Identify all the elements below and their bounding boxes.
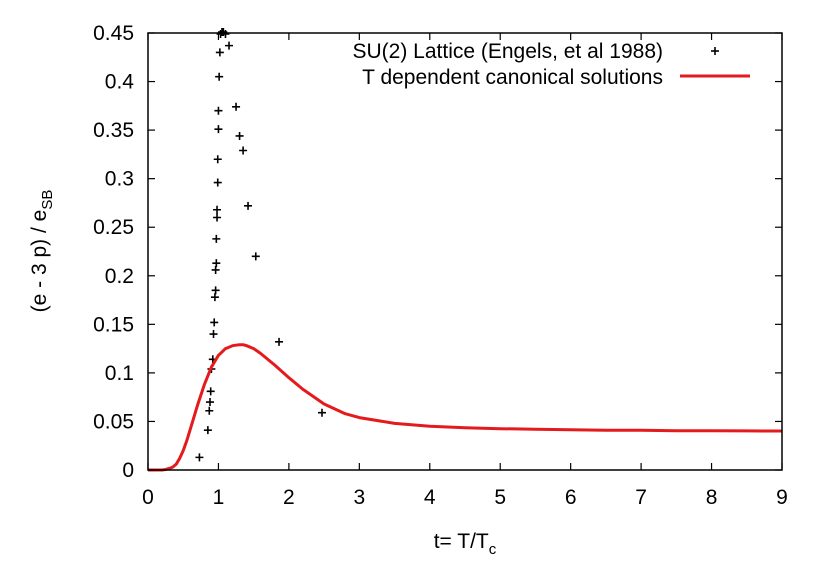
data-point <box>221 29 230 38</box>
data-point <box>210 318 219 327</box>
data-point <box>209 330 218 339</box>
y-tick-label: 0.05 <box>93 410 134 433</box>
y-tick-label: 0.3 <box>105 168 134 191</box>
data-point <box>251 252 260 261</box>
y-axis-ticks: 0 0.05 0.1 0.15 0.2 0.25 0.3 0.35 0.4 0.45 <box>93 22 782 482</box>
data-point <box>213 205 222 214</box>
y-tick-label: 0.15 <box>93 313 134 336</box>
data-point <box>210 293 219 302</box>
data-point <box>213 155 222 164</box>
data-point <box>235 131 244 140</box>
x-tick-label: 0 <box>142 486 154 509</box>
data-point <box>213 178 222 187</box>
y-tick-label: 0.45 <box>93 22 134 45</box>
x-axis-label: t= T/Tc <box>434 530 497 558</box>
y-tick-label: 0.1 <box>105 362 134 385</box>
data-point <box>215 48 224 57</box>
data-point <box>195 453 204 462</box>
data-point <box>225 41 234 50</box>
y-axis-label: (e - 3 p) / eSB <box>28 190 56 313</box>
x-tick-label: 2 <box>283 486 295 509</box>
legend-marker-lattice <box>711 47 719 55</box>
data-point <box>317 408 326 417</box>
data-point <box>205 406 214 415</box>
data-point <box>214 125 223 134</box>
y-tick-label: 0.35 <box>93 119 134 142</box>
series-line-canonical-solutions <box>148 343 783 472</box>
plot-frame <box>147 32 783 471</box>
x-tick-label: 6 <box>565 486 577 509</box>
y-tick-label: 0.25 <box>93 216 134 239</box>
series-points-lattice <box>195 28 326 462</box>
data-point <box>215 72 224 81</box>
data-point <box>214 106 223 115</box>
legend-label-lattice: SU(2) Lattice (Engels, et al 1988) <box>353 40 664 63</box>
data-point <box>212 259 221 268</box>
y-axis-label-subscript: SB <box>39 190 56 210</box>
x-tick-label: 1 <box>213 486 225 509</box>
x-tick-label: 4 <box>424 486 436 509</box>
x-tick-label: 8 <box>706 486 718 509</box>
data-point <box>232 102 241 111</box>
x-tick-label: 5 <box>494 486 506 509</box>
legend-label-canonical: T dependent canonical solutions <box>362 66 663 89</box>
legend: SU(2) Lattice (Engels, et al 1988) T dep… <box>353 40 750 89</box>
data-point <box>205 398 214 407</box>
data-point <box>239 146 248 155</box>
data-point <box>211 286 220 295</box>
data-point <box>211 265 220 274</box>
data-point <box>206 387 215 396</box>
y-tick-label: 0.4 <box>105 71 135 94</box>
x-tick-label: 9 <box>776 486 788 509</box>
x-axis-label-subscript: c <box>489 541 497 558</box>
data-point <box>212 234 221 243</box>
data-point <box>275 337 284 346</box>
plot-content <box>148 28 783 472</box>
y-tick-label: 0 <box>122 459 134 482</box>
x-tick-label: 3 <box>353 486 365 509</box>
data-point <box>244 201 253 210</box>
x-axis-ticks: 0 1 2 3 4 5 6 7 8 9 <box>142 33 788 509</box>
y-tick-label: 0.2 <box>105 265 134 288</box>
data-point <box>203 426 212 435</box>
x-tick-label: 7 <box>635 486 647 509</box>
data-point <box>213 213 222 222</box>
